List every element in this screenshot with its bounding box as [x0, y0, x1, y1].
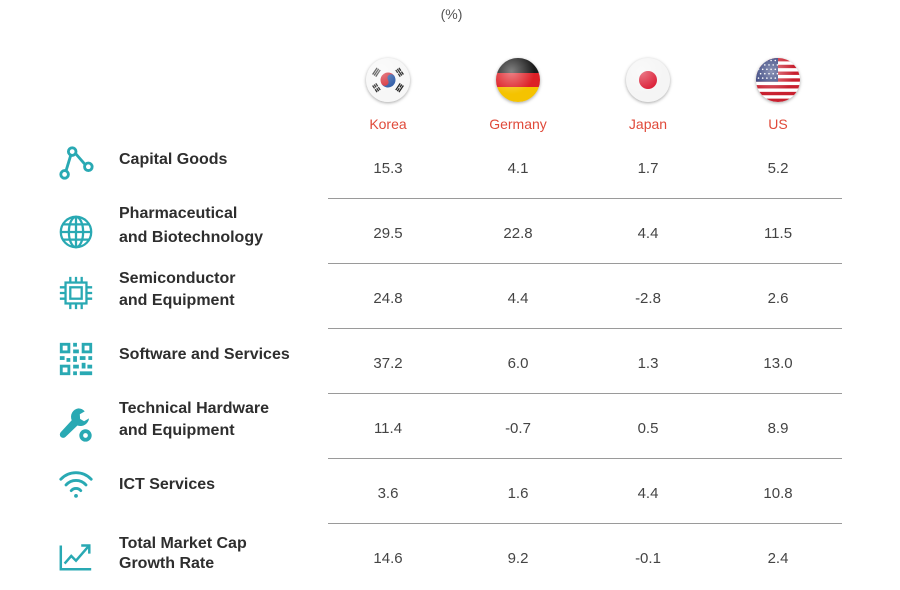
value-cell-germany: 22.8: [503, 225, 533, 242]
row-label: Software and Services: [119, 346, 290, 363]
row-divider: [328, 523, 842, 524]
wifi-icon: [56, 464, 96, 504]
value-cell-korea: 24.8: [373, 290, 403, 307]
growth-chart-icon: [56, 535, 96, 575]
table-row: ICT Services 3.6 1.6 4.4 10.8: [0, 460, 900, 525]
korea-flag-icon: [366, 58, 410, 102]
row-label: Growth Rate: [119, 555, 215, 572]
value-cell-japan: -0.1: [635, 550, 661, 567]
table-row: Capital Goods 15.3 4.1 1.7 5.2: [0, 135, 900, 200]
value-cell-germany: 4.4: [507, 290, 529, 307]
value-cell-us: 2.4: [767, 550, 789, 567]
row-label: ICT Services: [119, 476, 216, 493]
row-divider: [328, 458, 842, 459]
row-label: and Equipment: [119, 422, 235, 439]
japan-flag-icon: [626, 58, 670, 102]
value-cell-us: 11.5: [763, 225, 793, 242]
row-divider: [328, 263, 842, 264]
country-name: Germany: [489, 116, 547, 132]
value-cell-japan: -2.8: [635, 290, 661, 307]
country-name: US: [768, 116, 788, 132]
country-column-japan: Japan: [593, 58, 703, 132]
value-cell-japan: 4.4: [637, 225, 659, 242]
value-cell-germany: 9.2: [507, 550, 529, 567]
row-label: Total Market Cap: [119, 535, 247, 552]
table-row: Pharmaceutical and Biotechnology 29.5 22.8 4…: [0, 200, 900, 265]
value-cell-korea: 11.4: [373, 420, 403, 437]
table-row: Software and Services 37.2 6.0 1.3 13.0: [0, 330, 900, 395]
qr-code-icon: [56, 339, 96, 379]
table-row: Semiconductor and Equipment 24.8 4.4 -2.8 2.6: [0, 265, 900, 330]
chip-icon: [56, 273, 96, 313]
value-cell-japan: 4.4: [637, 485, 659, 502]
germany-flag-icon: [496, 58, 540, 102]
us-flag-icon: [756, 58, 800, 102]
value-cell-germany: -0.7: [505, 420, 531, 437]
value-cell-korea: 15.3: [373, 160, 403, 177]
country-column-germany: Germany: [463, 58, 573, 132]
value-cell-korea: 3.6: [377, 485, 399, 502]
unit-label: (%): [440, 6, 463, 22]
nodes-icon: [56, 143, 96, 183]
value-cell-us: 8.9: [767, 420, 789, 437]
value-cell-us: 13.0: [763, 355, 793, 372]
row-label: Semiconductor: [119, 270, 236, 287]
row-label: and Equipment: [119, 292, 235, 309]
row-divider: [328, 198, 842, 199]
value-cell-korea: 37.2: [373, 355, 403, 372]
table-row: Total Market Cap Growth Rate 14.6 9.2 -0.1 2.…: [0, 525, 900, 590]
value-cell-japan: 0.5: [637, 420, 659, 437]
value-cell-us: 2.6: [767, 290, 789, 307]
row-label: Capital Goods: [119, 151, 228, 168]
row-divider: [328, 393, 842, 394]
table-row: Technical Hardware and Equipment 11.4 -0.7 0…: [0, 395, 900, 460]
value-cell-korea: 14.6: [373, 550, 403, 567]
value-cell-germany: 6.0: [507, 355, 529, 372]
value-cell-germany: 4.1: [507, 160, 529, 177]
country-name: Japan: [628, 116, 668, 132]
row-label: Technical Hardware: [119, 400, 269, 417]
value-cell-germany: 1.6: [507, 485, 529, 502]
globe-icon: [56, 212, 96, 252]
country-column-korea: Korea: [333, 58, 443, 132]
value-cell-korea: 29.5: [373, 225, 403, 242]
row-label: and Biotechnology: [119, 229, 263, 246]
value-cell-us: 5.2: [767, 160, 789, 177]
value-cell-us: 10.8: [763, 485, 793, 502]
country-name: Korea: [369, 116, 407, 132]
row-label: Pharmaceutical: [119, 205, 238, 222]
value-cell-japan: 1.3: [637, 355, 659, 372]
value-cell-japan: 1.7: [637, 160, 659, 177]
country-column-us: US: [723, 58, 833, 132]
wrench-icon: [56, 405, 96, 445]
row-divider: [328, 328, 842, 329]
